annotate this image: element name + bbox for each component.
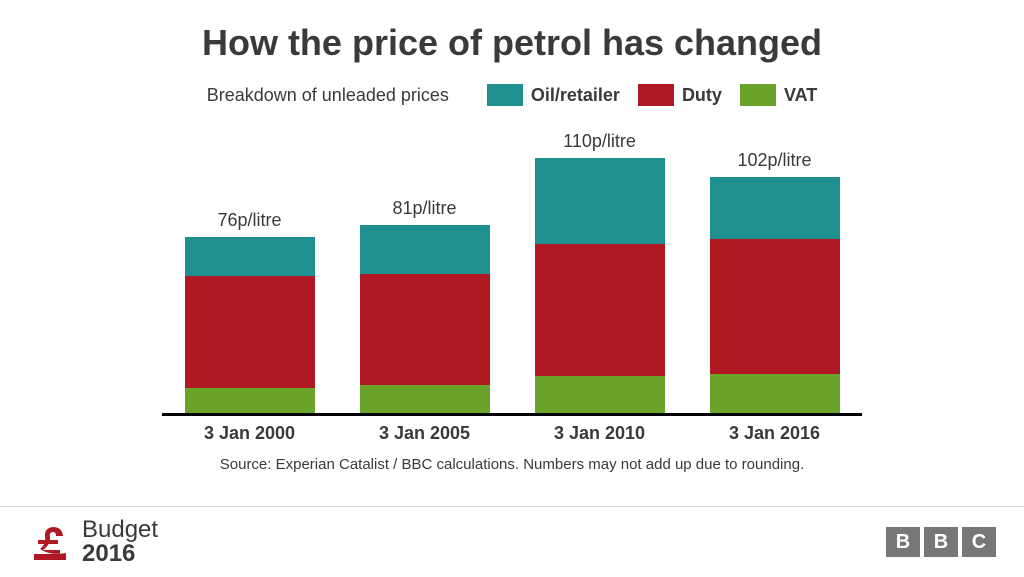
legend: Breakdown of unleaded prices Oil/retaile… — [0, 84, 1024, 106]
bar-segment-duty — [710, 239, 840, 373]
bar-segment-oilretailer — [360, 225, 490, 274]
budget-logo: Budget 2016 — [28, 518, 158, 566]
bar-segment-duty — [185, 276, 315, 387]
bar-segment-vat — [185, 388, 315, 414]
bbc-logo: B B C — [886, 527, 996, 557]
bar-group: 110p/litre — [525, 131, 675, 413]
legend-item-duty: Duty — [638, 84, 722, 106]
chart-subtitle: Breakdown of unleaded prices — [207, 85, 449, 106]
bar-segment-vat — [535, 376, 665, 413]
swatch-duty — [638, 84, 674, 106]
bbc-box-2: B — [924, 527, 958, 557]
bar-top-label: 81p/litre — [392, 198, 456, 219]
swatch-vat — [740, 84, 776, 106]
bar-segment-oilretailer — [185, 237, 315, 276]
legend-label-duty: Duty — [682, 85, 722, 106]
budget-line2: 2016 — [82, 542, 158, 566]
budget-line1: Budget — [82, 518, 158, 542]
bar-segment-duty — [360, 274, 490, 385]
bar-segment-duty — [535, 244, 665, 376]
x-axis-label: 3 Jan 2000 — [175, 423, 325, 444]
bbc-box-1: B — [886, 527, 920, 557]
bar-top-label: 102p/litre — [737, 150, 811, 171]
bar-stack — [710, 177, 840, 413]
bars-container: 76p/litre 81p/litre 110p/litre 102p/litre — [162, 133, 862, 413]
bar-segment-oilretailer — [710, 177, 840, 240]
swatch-oil — [487, 84, 523, 106]
legend-item-vat: VAT — [740, 84, 817, 106]
footer: Budget 2016 B B C — [0, 507, 1024, 577]
chart-title: How the price of petrol has changed — [0, 0, 1024, 64]
bar-segment-vat — [710, 374, 840, 413]
legend-label-vat: VAT — [784, 85, 817, 106]
bar-group: 76p/litre — [175, 210, 325, 413]
bar-stack — [535, 158, 665, 413]
budget-text: Budget 2016 — [82, 518, 158, 566]
bar-top-label: 110p/litre — [563, 131, 636, 152]
x-axis-label: 3 Jan 2005 — [350, 423, 500, 444]
x-axis-label: 3 Jan 2010 — [525, 423, 675, 444]
bbc-box-3: C — [962, 527, 996, 557]
bar-group: 102p/litre — [700, 150, 850, 413]
chart-area: 76p/litre 81p/litre 110p/litre 102p/litre 3… — [162, 124, 862, 444]
legend-label-oil: Oil/retailer — [531, 85, 620, 106]
bar-group: 81p/litre — [350, 198, 500, 413]
pound-icon — [28, 520, 72, 564]
bar-top-label: 76p/litre — [217, 210, 281, 231]
bar-stack — [360, 225, 490, 413]
x-axis-labels: 3 Jan 2000 3 Jan 2005 3 Jan 2010 3 Jan 2016 — [162, 423, 862, 444]
x-axis-label: 3 Jan 2016 — [700, 423, 850, 444]
x-axis — [162, 413, 862, 416]
bar-segment-oilretailer — [535, 158, 665, 244]
legend-item-oil: Oil/retailer — [487, 84, 620, 106]
bar-segment-vat — [360, 385, 490, 413]
bar-stack — [185, 237, 315, 413]
source-text: Source: Experian Catalist / BBC calculat… — [0, 456, 1024, 473]
